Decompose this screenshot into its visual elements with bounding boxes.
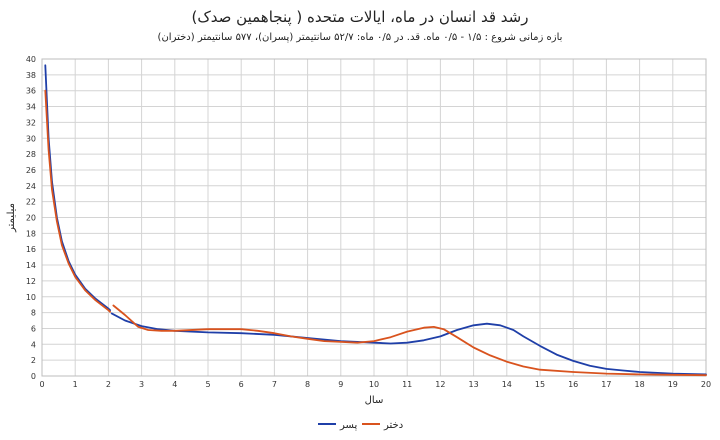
- x-tick-label: 6: [239, 380, 244, 389]
- x-tick-label: 11: [402, 380, 412, 389]
- series-line-girls: [44, 89, 111, 313]
- y-tick-label: 14: [26, 261, 36, 270]
- y-tick-label: 22: [26, 198, 36, 207]
- x-tick-label: 3: [139, 380, 144, 389]
- x-tick-label: 0: [39, 380, 44, 389]
- series-lines: [44, 64, 707, 377]
- x-tick-label: 10: [369, 380, 379, 389]
- x-tick-label: 9: [338, 380, 343, 389]
- x-tick-label: 2: [106, 380, 111, 389]
- y-tick-label: 16: [26, 245, 36, 254]
- x-tick-label: 15: [535, 380, 545, 389]
- y-tick-label: 0: [31, 372, 36, 381]
- series-line-girls: [112, 304, 707, 377]
- x-tick-label: 14: [502, 380, 512, 389]
- x-tick-label: 4: [172, 380, 177, 389]
- legend-label: پسر: [339, 420, 357, 431]
- x-tick-label: 16: [568, 380, 578, 389]
- x-tick-label: 17: [601, 380, 611, 389]
- y-tick-label: 38: [26, 71, 36, 80]
- y-tick-label: 18: [26, 229, 36, 238]
- x-axis-title: سال: [365, 395, 384, 406]
- y-tick-label: 34: [26, 103, 36, 112]
- x-tick-label: 20: [701, 380, 711, 389]
- y-tick-label: 10: [26, 293, 36, 302]
- y-tick-label: 2: [31, 356, 36, 365]
- chart-title: رشد قد انسان در ماه، ایالات متحده ( پنجا…: [191, 8, 529, 26]
- x-tick-label: 8: [305, 380, 310, 389]
- y-tick-label: 4: [31, 340, 36, 349]
- x-tick-label: 5: [205, 380, 210, 389]
- y-tick-label: 36: [26, 87, 36, 96]
- series-line-boys: [44, 64, 111, 312]
- y-tick-label: 8: [31, 309, 36, 318]
- y-tick-label: 24: [26, 182, 36, 191]
- y-tick-label: 30: [26, 134, 36, 143]
- x-tick-label: 7: [272, 380, 277, 389]
- y-tick-label: 28: [26, 150, 36, 159]
- x-tick-label: 18: [635, 380, 645, 389]
- y-tick-label: 26: [26, 166, 36, 175]
- x-tick-label: 19: [668, 380, 678, 389]
- legend-label: دختر: [383, 420, 403, 431]
- y-tick-label: 40: [26, 55, 36, 64]
- grid: [41, 58, 707, 377]
- x-tick-label: 12: [435, 380, 445, 389]
- plot-frame: [41, 58, 707, 377]
- x-tick-label: 1: [73, 380, 78, 389]
- y-tick-label: 6: [31, 324, 36, 333]
- y-tick-label: 20: [26, 214, 36, 223]
- legend: پسر دختر: [318, 420, 403, 431]
- x-tick-label: 13: [469, 380, 479, 389]
- y-tick-label: 12: [26, 277, 36, 286]
- y-axis-title: میلیمتر: [6, 203, 17, 233]
- chart-subtitle: بازه زمانی شروع : ۱/۵ - ۰/۵ ماه. قد. در …: [157, 32, 563, 43]
- y-tick-label: 32: [26, 118, 36, 127]
